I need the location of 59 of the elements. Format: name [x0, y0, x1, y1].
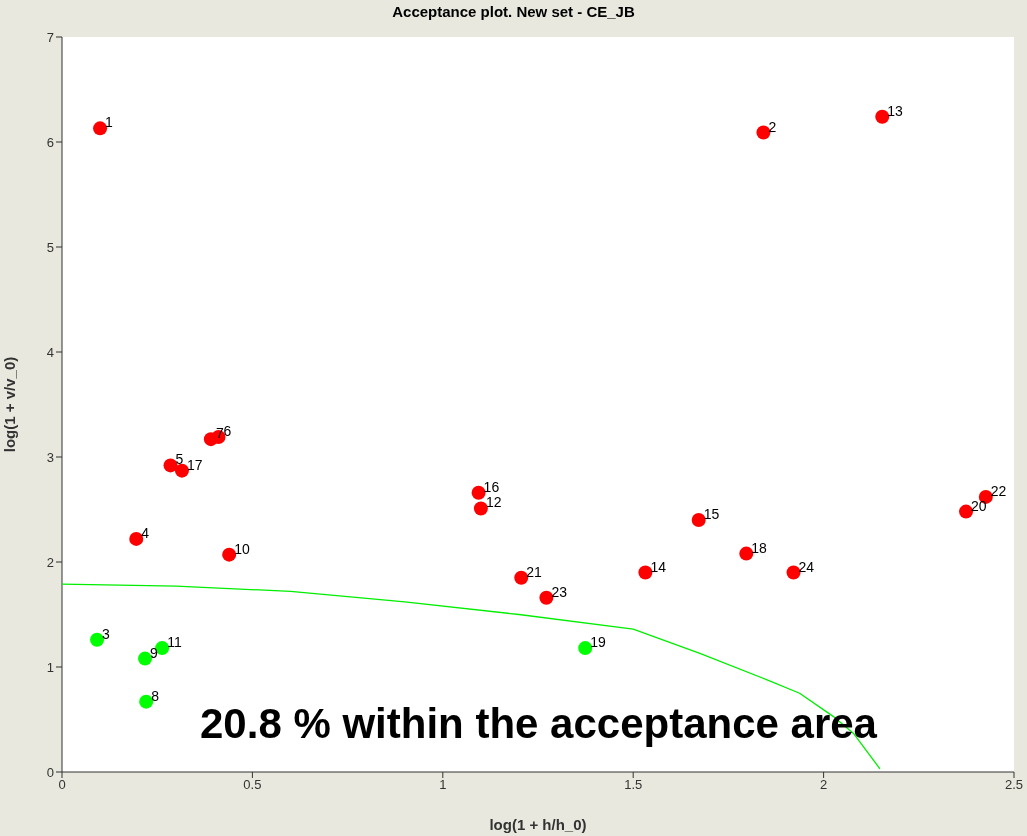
- annotation: 6: [223, 423, 232, 440]
- y-tick-label: 7: [46, 29, 54, 45]
- annotation: 14: [650, 558, 667, 575]
- point: [578, 641, 593, 656]
- point: [638, 565, 653, 580]
- annotation: 20: [971, 497, 987, 514]
- annotation: 23: [551, 583, 568, 600]
- x-axis-title: log(1 + h/h_0): [489, 816, 587, 833]
- point: [93, 121, 108, 136]
- line-series: [62, 583, 881, 770]
- annotation: 13: [887, 102, 904, 119]
- x-tick-label: 0: [58, 777, 66, 793]
- annotation: 19: [590, 634, 607, 651]
- annotation: 18: [751, 539, 768, 556]
- annotation: 24: [798, 558, 815, 575]
- point: [471, 485, 486, 500]
- point: [875, 109, 890, 124]
- annotation: 16: [483, 478, 500, 495]
- y-tick-label: 5: [46, 239, 54, 255]
- point: [163, 458, 178, 473]
- annotation: 7: [215, 425, 224, 442]
- point: [174, 463, 189, 478]
- annotation: 9: [150, 644, 159, 661]
- y-tick-label: 4: [46, 344, 54, 360]
- annotation: 1: [105, 114, 114, 131]
- point: [473, 501, 488, 516]
- annotation: 12: [485, 494, 502, 511]
- annotation: 4: [141, 524, 150, 541]
- annotation: 15: [703, 506, 720, 522]
- annotation: 22: [990, 482, 1007, 499]
- x-tick-label: 2.5: [1004, 777, 1024, 793]
- y-axis-title: log(1 + v/v_0): [1, 356, 19, 453]
- y-tick-label: 0: [46, 764, 54, 780]
- annotation: 8: [151, 687, 160, 704]
- annotation: 11: [167, 634, 182, 651]
- point: [139, 694, 154, 709]
- point: [756, 125, 771, 140]
- point: [691, 513, 706, 527]
- point: [222, 547, 237, 562]
- y-tick-label: 6: [46, 134, 54, 150]
- annotation: 3: [102, 625, 111, 642]
- point: [539, 590, 554, 605]
- x-tick-label: 2: [819, 777, 828, 793]
- annotation: 10: [234, 540, 250, 557]
- point: [786, 565, 801, 580]
- point: [739, 546, 754, 561]
- y-tick-label: 2: [46, 554, 54, 570]
- chart-title: Acceptance plot. New set - CE_JB: [391, 3, 636, 20]
- x-tick-label: 1.5: [624, 777, 643, 793]
- y-tick-label: 1: [46, 659, 54, 675]
- x-tick-label: 1: [439, 777, 447, 793]
- y-tick-label: 3: [46, 449, 54, 465]
- annotation: 17: [186, 456, 203, 473]
- annotation: 21: [526, 563, 543, 580]
- annotation: 5: [175, 451, 184, 468]
- point: [514, 570, 529, 585]
- annotation: 2: [768, 118, 777, 135]
- x-tick-label: 0.5: [243, 777, 262, 793]
- point: [203, 432, 218, 447]
